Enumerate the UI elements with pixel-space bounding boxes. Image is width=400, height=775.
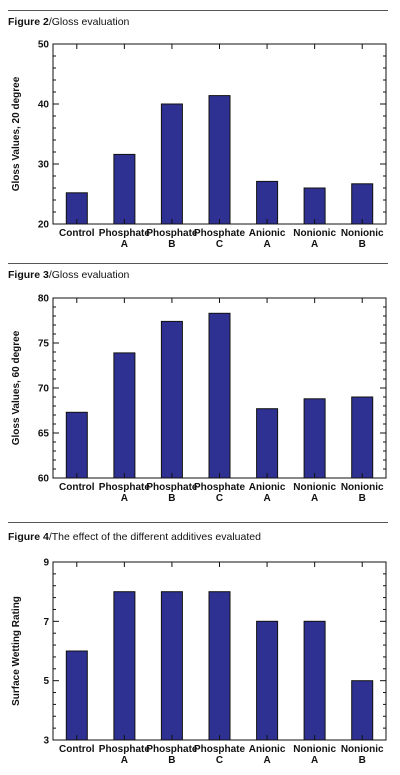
figure-4-caption-text: /The effect of the different additives e… [48,531,261,543]
x-tick-label: Phosphate [146,744,198,755]
x-tick-label: Phosphate [194,482,246,493]
bar-4 [208,312,231,479]
figure-3-chart: 60 65 70 75 80 Gloss Values, 60 degree Control… [11,294,387,504]
x-tick-label: B [359,493,366,504]
x-tick-label: C [216,755,223,766]
bar-7 [351,680,374,741]
figure-2-caption-text: /Gloss evaluation [48,16,130,28]
bar-1 [65,650,88,741]
y-tick-label: 60 [38,474,50,485]
figure-3-caption: Figure 3/Gloss evaluation [8,269,129,281]
y-tick-label: 20 [38,220,50,231]
x-tick-label: B [168,493,175,504]
y-tick-label: 70 [38,384,50,395]
x-tick-label: A [311,493,318,504]
x-tick-label: A [121,239,128,250]
x-tick-label: B [359,239,366,250]
figure-3-caption-text: /Gloss evaluation [48,269,130,281]
x-tick-label: Phosphate [146,228,198,239]
x-tick-label: Nonionic [293,482,336,493]
bar-3 [160,591,183,741]
x-tick-label: Nonionic [293,744,336,755]
figure-4-chart: 3 5 7 9 Surface Wetting Rating Control Phospha… [11,558,387,766]
x-tick-label: Control [59,482,95,493]
bar-5 [256,620,279,741]
x-tick-label: Phosphate [99,744,151,755]
figure-2-caption: Figure 2/Gloss evaluation [8,16,129,28]
figure-4-top-rule [8,522,388,523]
y-tick-label: 80 [38,294,50,305]
x-tick-label: Phosphate [194,744,246,755]
x-tick-label: Nonionic [341,482,384,493]
bar-3 [160,320,183,479]
x-tick-label: B [359,755,366,766]
bar-2 [113,352,136,479]
bar-2 [113,153,136,225]
figure-2-chart: 20 30 40 50 Gloss Values, 20 degree Control Ph… [11,40,387,250]
x-tick-label: C [216,239,223,250]
x-tick-label: B [168,239,175,250]
bar-4 [208,591,231,741]
x-tick-label: B [168,755,175,766]
bar-6 [303,620,326,741]
y-axis-title: Gloss Values, 60 degree [11,330,22,445]
x-tick-label: Nonionic [341,228,384,239]
y-tick-label: 30 [38,160,50,171]
x-tick-label: Phosphate [146,482,198,493]
bar-4 [208,95,231,225]
y-axis-title: Gloss Values, 20 degree [11,76,22,191]
x-tick-label: Nonionic [341,744,384,755]
bar-5 [256,408,279,479]
y-tick-label: 9 [43,558,49,569]
y-tick-label: 7 [43,617,49,628]
x-tick-label: Control [59,228,95,239]
x-tick-label: Phosphate [99,482,151,493]
x-tick-label: Control [59,744,95,755]
bar-2 [113,591,136,741]
bar-5 [256,180,279,225]
y-tick-label: 40 [38,100,50,111]
figure-4-caption: Figure 4/The effect of the different add… [8,531,261,543]
x-tick-label: Phosphate [194,228,246,239]
x-tick-label: A [263,493,270,504]
x-tick-label: Anionic [249,482,286,493]
x-tick-label: Anionic [249,228,286,239]
y-tick-label: 5 [43,676,49,687]
x-tick-label: Phosphate [99,228,151,239]
figure-2-number: Figure 2 [8,16,49,28]
figure-2-top-rule [8,10,388,11]
x-tick-label: C [216,493,223,504]
bar-7 [351,396,374,479]
figure-3-top-rule [8,263,388,264]
x-tick-label: A [311,239,318,250]
y-axis-title: Surface Wetting Rating [11,596,22,706]
bar-6 [303,187,326,225]
bar-7 [351,183,374,225]
y-tick-label: 75 [38,339,50,350]
x-tick-label: Nonionic [293,228,336,239]
x-tick-label: A [311,755,318,766]
x-tick-label: A [121,493,128,504]
x-tick-label: A [121,755,128,766]
y-tick-label: 3 [43,736,49,747]
figure-4-number: Figure 4 [8,531,49,543]
bar-6 [303,398,326,479]
x-tick-label: Anionic [249,744,286,755]
bar-1 [65,411,88,479]
y-tick-label: 65 [38,429,50,440]
y-tick-label: 50 [38,40,50,51]
bar-3 [160,103,183,225]
x-tick-label: A [263,239,270,250]
figure-3-number: Figure 3 [8,269,49,281]
x-tick-label: A [263,755,270,766]
